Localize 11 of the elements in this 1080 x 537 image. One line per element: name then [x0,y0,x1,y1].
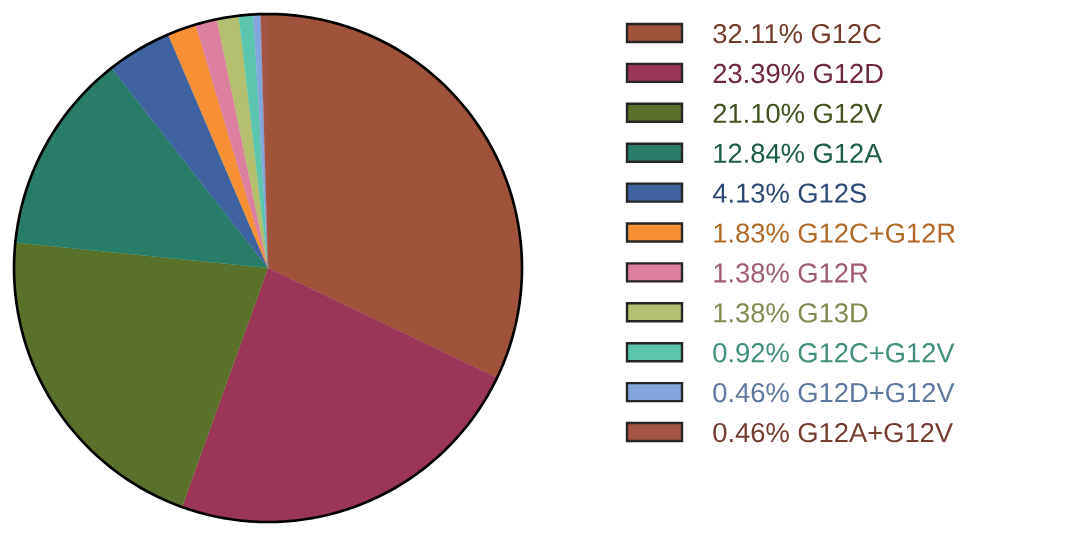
legend-label: 1.38% G12R [714,263,868,283]
legend-label: 23.39% G12D [713,63,883,84]
legend-label: 0.46% G12A+G12V [713,422,953,443]
legend-label: 1.83% G12C+G12R [714,223,955,243]
legend-label: 21.10% G12V [713,103,883,124]
legend-label: 0.46% G12D+G12V [713,383,955,403]
legend-label: 1.38% G13D [714,303,868,323]
legend-label: 12.84% G12A [714,143,883,163]
legend-label: 0.92% G12C+G12V [713,343,955,363]
legend-label: 4.13% G12S [712,183,866,203]
legend-label: 32.11% G12C [713,23,881,44]
